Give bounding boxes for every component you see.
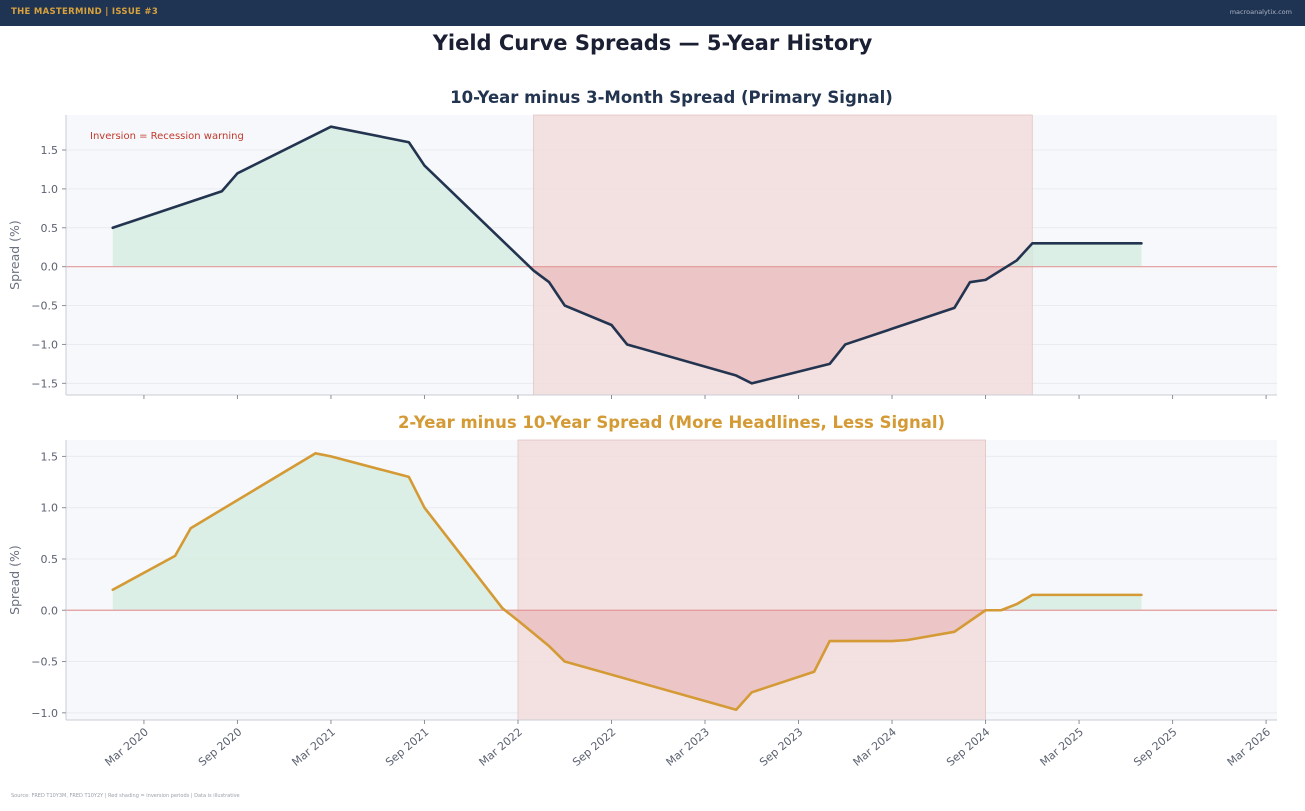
chart1-y-tick-label: −1.5	[31, 377, 58, 390]
x-tick-label: Sep 2025	[1131, 725, 1179, 769]
x-tick-label: Sep 2021	[383, 725, 431, 769]
chart1-negative-fill	[529, 266, 1007, 384]
source-footnote: Source: FRED T10Y3M, FRED T10Y2Y | Red s…	[11, 793, 240, 799]
chart1-y-axis-label: Spread (%)	[7, 220, 22, 290]
chart1-y-tick-label: 1.5	[41, 144, 59, 157]
chart2-y-tick-label: 0.5	[41, 553, 59, 566]
chart2-y-tick-label: 0.0	[41, 604, 59, 617]
x-tick-label: Sep 2024	[944, 725, 992, 769]
x-tick-label: Mar 2022	[477, 725, 525, 769]
x-tick-label: Mar 2026	[1225, 725, 1273, 769]
x-tick-label: Sep 2022	[570, 725, 618, 769]
x-tick-label: Mar 2020	[102, 725, 150, 769]
brand-label: THE MASTERMIND | ISSUE #3	[11, 7, 159, 17]
chart2-y-tick-label: 1.0	[41, 502, 59, 515]
chart2-title: 2-Year minus 10-Year Spread (More Headli…	[398, 413, 945, 432]
chart1-y-tick-label: −0.5	[31, 300, 58, 313]
chart1-y-tick-label: 0.5	[41, 222, 59, 235]
chart1-positive-fill	[112, 126, 1142, 267]
chart2-y-axis-label: Spread (%)	[7, 545, 22, 615]
header-bar: THE MASTERMIND | ISSUE #3 macroanalytix.…	[0, 0, 1305, 26]
chart1-y-tick-label: −1.0	[31, 338, 58, 351]
chart1-y-tick-label: 0.0	[41, 261, 59, 274]
chart2-positive-fill	[112, 453, 1142, 611]
x-tick-label: Mar 2025	[1038, 725, 1086, 769]
chart2-y-tick-label: −1.0	[31, 707, 58, 720]
chart2-negative-fill	[504, 610, 986, 710]
chart1-title: 10-Year minus 3-Month Spread (Primary Si…	[450, 88, 893, 107]
chart2-y-tick-label: 1.5	[41, 450, 59, 463]
chart2-series-line	[111, 452, 1143, 712]
x-tick-label: Mar 2024	[851, 725, 899, 769]
x-tick-label: Sep 2023	[757, 725, 805, 769]
x-tick-label: Mar 2023	[664, 725, 712, 769]
chart1-series-line	[111, 125, 1143, 385]
site-url: macroanalytix.com	[1229, 8, 1292, 16]
page-title: Yield Curve Spreads — 5-Year History	[432, 31, 873, 55]
chart2-y-tick-label: −0.5	[31, 656, 58, 669]
chart1-y-tick-label: 1.0	[41, 183, 59, 196]
chart1-annotation: Inversion = Recession warning	[90, 131, 244, 142]
x-tick-label: Sep 2020	[196, 725, 244, 769]
x-tick-label: Mar 2021	[290, 725, 338, 769]
